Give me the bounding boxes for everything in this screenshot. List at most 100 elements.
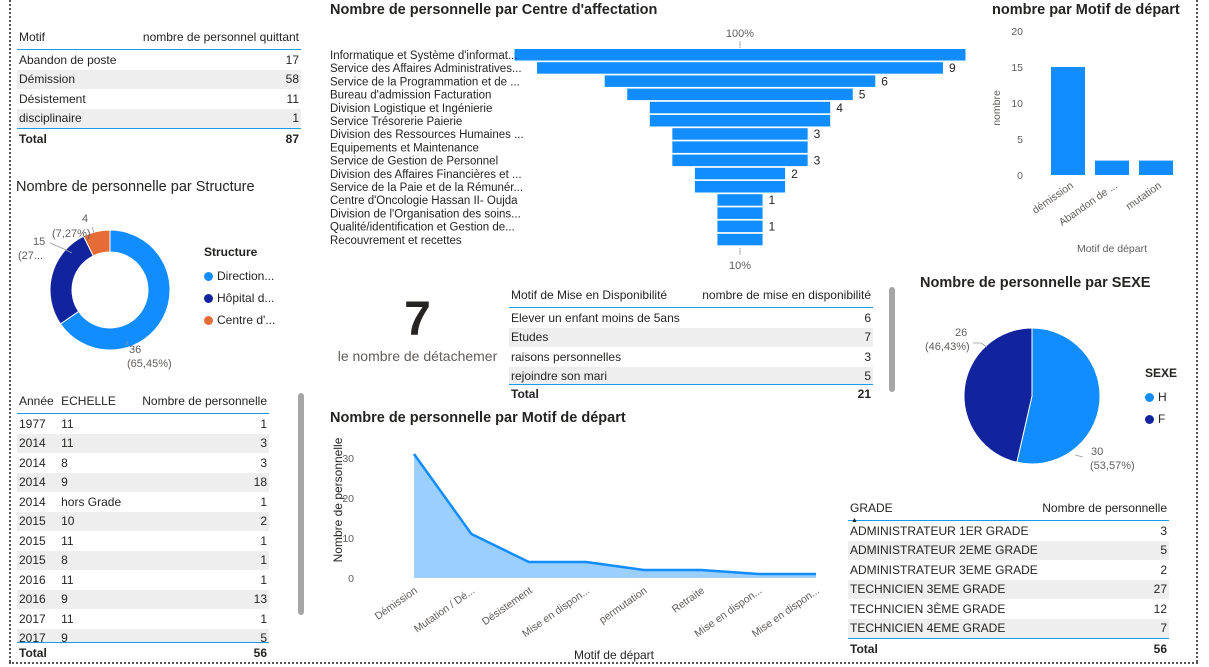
table-row[interactable]: Démission 58 — [17, 69, 301, 89]
echelle-table-scrollbar[interactable] — [298, 393, 304, 615]
funnel-bar[interactable] — [649, 115, 831, 127]
dispo-table[interactable]: Motif de Mise en Disponibilité nombre de… — [509, 284, 873, 402]
pie-slice[interactable] — [963, 327, 1033, 463]
kpi-label: le nombre de détachemer — [337, 348, 498, 364]
page-border-left — [9, 0, 11, 662]
table-row[interactable]: 2014 hors Grade 1 — [17, 492, 269, 512]
funnel-bar[interactable] — [604, 75, 876, 87]
table-row[interactable]: TECHNICIEN 4EME GRADE 7 — [848, 618, 1169, 639]
area-y-tick: 20 — [342, 493, 354, 505]
table-row[interactable]: 2016 9 13 — [17, 589, 269, 609]
bar-chart-bar[interactable] — [1139, 160, 1173, 175]
table-row[interactable]: raisons personnelles 3 — [509, 347, 873, 367]
motif-table[interactable]: Motif nombre de personnel quittant Aband… — [17, 26, 301, 149]
pie-slice[interactable] — [1016, 327, 1101, 465]
table-row[interactable]: Elever un enfant moins de 5ans 6 — [509, 308, 873, 328]
table-row[interactable]: 2015 8 1 — [17, 550, 269, 570]
funnel-data-label: 5 — [859, 88, 866, 102]
funnel-chart-title: Nombre de personnelle par Centre d'affec… — [330, 2, 658, 18]
funnel-bar[interactable] — [537, 62, 943, 74]
sort-ascending-icon[interactable]: ▲ — [851, 517, 858, 524]
dispo-header-nombre[interactable]: nombre de mise en disponibilité — [691, 284, 873, 308]
table-row[interactable]: 2016 11 1 — [17, 570, 269, 590]
table-cell: 2 — [128, 511, 269, 531]
grade-table[interactable]: GRADE ▲ Nombre de personnelle ADMINISTRAT… — [848, 497, 1169, 659]
echelle-header-annee[interactable]: Année — [17, 390, 60, 414]
funnel-bar[interactable] — [649, 101, 831, 114]
grade-header-nombre[interactable]: Nombre de personnelle — [1040, 497, 1169, 521]
table-cell: 3 — [1160, 523, 1167, 538]
funnel-category-label: Informatique et Système d'informat... — [330, 50, 518, 62]
table-row[interactable]: ADMINISTRATEUR 3EME GRADE 2 — [848, 560, 1169, 580]
dispo-table-scrollbar[interactable] — [889, 287, 895, 392]
structure-legend-item-hopital[interactable]: Hôpital d... — [204, 287, 275, 309]
motif-table-header-count[interactable]: nombre de personnel quittant — [127, 26, 301, 50]
table-cell: 5 — [1040, 540, 1169, 560]
funnel-bar[interactable] — [627, 88, 853, 101]
table-row[interactable]: rejoindre son mari 5 — [509, 366, 873, 386]
table-row[interactable]: 2015 10 2 — [17, 511, 269, 531]
table-row[interactable]: 2014 8 3 — [17, 453, 269, 473]
table-row[interactable]: TECHNICIEN 3ÈME GRADE 12 — [848, 599, 1169, 619]
table-cell: 1 — [260, 416, 267, 431]
table-cell: 58 — [127, 69, 301, 89]
sexe-pie-chart[interactable]: 26 (46,43%) 30 (53,57%) — [915, 315, 1135, 480]
table-cell: 2017 — [19, 611, 46, 626]
funnel-bar[interactable] — [694, 181, 786, 193]
funnel-data-label: 9 — [949, 61, 956, 75]
area-line[interactable] — [412, 453, 816, 576]
funnel-chart[interactable]: 100% Informatique et Système d'informat.… — [326, 20, 986, 275]
funnel-bar[interactable] — [717, 207, 763, 219]
bar-chart-bar[interactable] — [1051, 67, 1085, 175]
table-row[interactable]: disciplinaire 1 — [17, 108, 301, 129]
funnel-bar[interactable] — [717, 194, 763, 206]
grade-header-grade[interactable]: GRADE ▲ — [848, 497, 1041, 524]
echelle-header-echelle[interactable]: ECHELLE — [59, 390, 129, 414]
funnel-bar[interactable] — [514, 49, 966, 61]
table-cell: 2015 — [17, 550, 60, 570]
motif-table-header-motif[interactable]: Motif — [17, 26, 128, 50]
area-x-tick: Démission — [373, 585, 420, 623]
motif-table-total-label: Total — [17, 128, 128, 149]
bar-chart-bar[interactable] — [1095, 160, 1129, 175]
table-row[interactable]: Désistement 11 — [17, 89, 301, 109]
table-row[interactable]: TECHNICIEN 3EME GRADE 27 — [848, 579, 1169, 599]
table-cell: TECHNICIEN 3ÈME GRADE — [850, 601, 1006, 616]
funnel-bar[interactable] — [694, 167, 786, 180]
donut-leader-a — [125, 340, 129, 346]
echelle-header-nombre[interactable]: Nombre de personnelle — [128, 390, 269, 414]
donut-slice[interactable] — [59, 229, 171, 351]
funnel-bar[interactable] — [717, 233, 763, 246]
funnel-bar[interactable] — [717, 220, 763, 233]
table-cell: 11 — [61, 533, 74, 548]
table-row[interactable]: Abandon de poste 17 — [17, 50, 301, 70]
sexe-chart-title: Nombre de personnelle par SEXE — [920, 275, 1151, 291]
dispo-header-motif[interactable]: Motif de Mise en Disponibilité — [509, 284, 691, 308]
table-row[interactable]: 2014 9 18 — [17, 472, 269, 492]
table-cell: 8 — [61, 455, 68, 470]
table-row[interactable]: ADMINISTRATEUR 1ER GRADE 3 — [848, 521, 1169, 541]
bar-y-tick: 5 — [1017, 134, 1023, 146]
bar-y-tick: 0 — [1017, 170, 1023, 182]
structure-donut-chart[interactable]: 4 (7,27%) 15 (27... 36 (65,45%) — [14, 205, 199, 375]
table-row[interactable]: ADMINISTRATEUR 2EME GRADE 5 — [848, 540, 1169, 560]
funnel-bar[interactable] — [672, 141, 808, 153]
funnel-bar[interactable] — [672, 128, 808, 140]
table-row[interactable]: Etudes 7 — [509, 327, 873, 347]
detachement-kpi-card[interactable]: 7 le nombre de détachemer — [330, 292, 505, 364]
table-row[interactable]: 2017 11 1 — [17, 609, 269, 629]
donut-slice[interactable] — [49, 235, 94, 325]
donut-slice[interactable] — [82, 229, 111, 257]
table-row[interactable]: 1977 11 1 — [17, 414, 269, 434]
sexe-legend-item-h[interactable]: H — [1145, 386, 1177, 408]
structure-legend-item-direction[interactable]: Direction... — [204, 265, 275, 287]
table-row[interactable]: 2014 11 3 — [17, 433, 269, 453]
sexe-legend-item-f[interactable]: F — [1145, 408, 1177, 430]
funnel-category-label: Service des Affaires Administratives... — [330, 63, 522, 75]
structure-legend-item-centre[interactable]: Centre d'... — [204, 309, 275, 331]
table-row[interactable]: 2015 11 1 — [17, 531, 269, 551]
funnel-bar[interactable] — [672, 154, 808, 167]
echelle-table[interactable]: Année ECHELLE Nombre de personnelle 1977… — [17, 390, 269, 662]
